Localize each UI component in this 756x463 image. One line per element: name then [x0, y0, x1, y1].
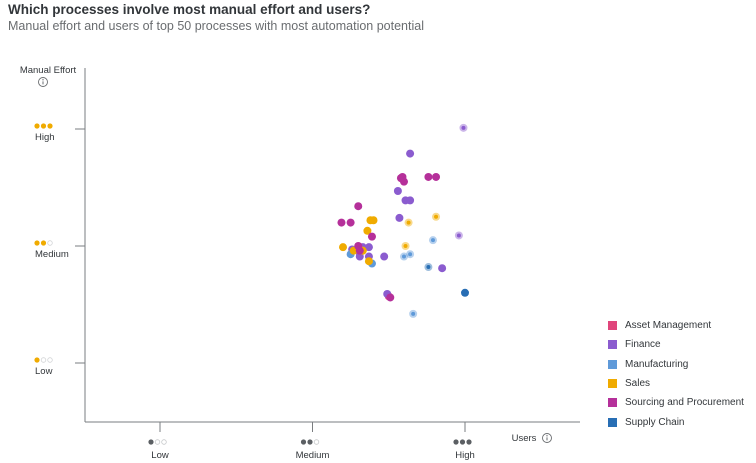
legend-item-finance[interactable]: Finance	[608, 335, 744, 354]
level-dot-filled	[34, 240, 40, 246]
chart-title: Which processes involve most manual effo…	[8, 2, 371, 17]
x-tick-level-dots	[453, 439, 472, 445]
level-dot-empty	[40, 357, 47, 363]
data-point-sourcing-and-procurement[interactable]	[367, 232, 376, 241]
x-tick-label: High	[455, 450, 475, 461]
data-point-sales[interactable]	[339, 243, 347, 252]
x-tick-label: Low	[151, 450, 169, 461]
y-tick-label: High	[35, 132, 55, 143]
data-point-finance[interactable]	[454, 231, 463, 240]
legend-label: Manufacturing	[625, 358, 689, 370]
data-point-sales[interactable]	[401, 242, 410, 250]
legend-item-sourcing-and-procurement[interactable]: Sourcing and Procurement	[608, 393, 744, 412]
data-point-manufacturing[interactable]	[406, 250, 415, 259]
data-point-finance[interactable]	[395, 213, 404, 222]
legend-item-supply-chain[interactable]: Supply Chain	[608, 412, 744, 431]
data-point-sales[interactable]	[369, 216, 378, 225]
data-point-manufacturing[interactable]	[428, 236, 437, 245]
legend-item-asset-management[interactable]: Asset Management	[608, 316, 744, 335]
legend-swatch	[608, 340, 617, 350]
level-dot-filled	[40, 240, 47, 246]
level-dot-empty	[313, 439, 320, 445]
level-dot-empty	[154, 439, 161, 445]
data-point-sourcing-and-procurement[interactable]	[337, 218, 346, 227]
y-tick-level-dots	[34, 240, 53, 246]
data-point-sales[interactable]	[404, 218, 413, 227]
level-dot-empty	[161, 439, 167, 445]
data-point-supply-chain[interactable]	[424, 263, 433, 272]
data-point-sales[interactable]	[363, 226, 372, 235]
legend-item-sales[interactable]: Sales	[608, 374, 744, 393]
legend-swatch	[608, 398, 617, 408]
data-point-supply-chain[interactable]	[461, 288, 469, 297]
data-point-sourcing-and-procurement[interactable]	[400, 177, 408, 186]
data-point-sales[interactable]	[432, 212, 441, 221]
legend-label: Supply Chain	[625, 416, 685, 428]
data-point-finance[interactable]	[364, 243, 373, 252]
x-tick-level-dots	[148, 439, 167, 445]
y-axis-info-icon[interactable]	[38, 77, 48, 87]
data-point-manufacturing[interactable]	[409, 309, 418, 318]
data-point-finance[interactable]	[438, 264, 447, 273]
level-dot-filled	[453, 439, 459, 445]
legend-swatch	[608, 359, 617, 369]
level-dot-filled	[300, 439, 307, 445]
legend-item-manufacturing[interactable]: Manufacturing	[608, 355, 744, 374]
y-tick-level-dots	[34, 123, 53, 129]
legend-swatch	[608, 379, 617, 389]
legend-label: Asset Management	[625, 320, 712, 332]
level-dot-filled	[34, 357, 40, 363]
data-point-sourcing-and-procurement[interactable]	[386, 293, 395, 302]
level-dot-filled	[466, 439, 472, 445]
chart-axes: Manual Effort Low Medium High Low Medium High U…	[20, 65, 580, 461]
level-dot-filled	[40, 123, 47, 129]
data-point-finance[interactable]	[406, 149, 415, 158]
data-point-sourcing-and-procurement[interactable]	[354, 202, 363, 211]
level-dot-empty	[47, 240, 53, 246]
y-tick-level-dots	[34, 357, 53, 363]
level-dot-filled	[459, 439, 466, 445]
data-point-finance[interactable]	[380, 252, 389, 261]
legend-label: Finance	[625, 339, 661, 351]
data-point-finance[interactable]	[459, 123, 468, 132]
data-point-sourcing-and-procurement[interactable]	[432, 172, 441, 181]
data-point-manufacturing[interactable]	[400, 252, 408, 261]
data-point-finance[interactable]	[406, 196, 415, 205]
level-dot-empty	[47, 357, 53, 363]
level-dot-filled	[47, 123, 53, 129]
y-tick-label: Medium	[35, 249, 69, 260]
data-point-sourcing-and-procurement[interactable]	[424, 172, 433, 181]
x-tick-label: Medium	[296, 450, 330, 461]
level-dot-filled	[148, 439, 154, 445]
chart-subtitle: Manual effort and users of top 50 proces…	[8, 19, 424, 33]
legend-label: Sales	[625, 378, 651, 390]
legend-swatch	[608, 321, 617, 331]
x-axis-label: Users	[512, 433, 537, 444]
level-dot-filled	[34, 123, 40, 129]
data-points	[337, 123, 469, 318]
chart-legend: Asset Management Finance Manufacturing Sale…	[608, 316, 744, 432]
legend-label: Sourcing and Procurement	[625, 397, 744, 409]
data-point-sourcing-and-procurement[interactable]	[355, 246, 364, 255]
y-axis-label: Manual Effort	[20, 65, 77, 76]
level-dot-filled	[307, 439, 313, 445]
legend-swatch	[608, 417, 617, 427]
x-axis-info-icon[interactable]	[542, 433, 552, 443]
y-tick-label: Low	[35, 366, 53, 377]
data-point-sourcing-and-procurement[interactable]	[346, 218, 355, 227]
data-point-finance[interactable]	[393, 187, 402, 196]
x-tick-level-dots	[300, 439, 320, 445]
data-point-sales[interactable]	[364, 257, 373, 266]
